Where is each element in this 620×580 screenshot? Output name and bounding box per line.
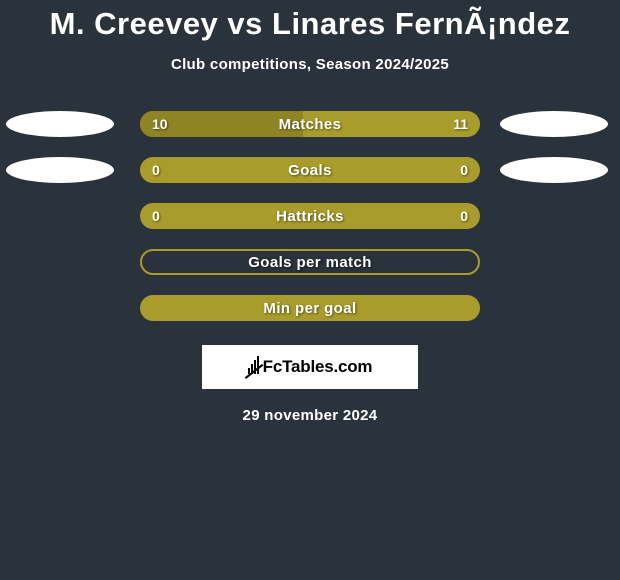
stat-bar: 10 Matches 11 xyxy=(140,111,480,137)
right-marker-oval xyxy=(500,157,608,183)
comparison-infographic: M. Creevey vs Linares FernÃ¡ndez Club co… xyxy=(0,0,620,580)
left-marker-oval xyxy=(6,157,114,183)
brand-chart-icon xyxy=(248,356,259,379)
page-subtitle: Club competitions, Season 2024/2025 xyxy=(171,56,449,73)
stat-label: Goals per match xyxy=(248,254,372,271)
stat-row: Min per goal xyxy=(0,295,620,321)
stat-bar: 0 Hattricks 0 xyxy=(140,203,480,229)
stat-value-left: 10 xyxy=(152,116,168,132)
stat-value-right: 0 xyxy=(460,162,468,178)
stat-bar: Min per goal xyxy=(140,295,480,321)
stat-bar: 0 Goals 0 xyxy=(140,157,480,183)
stat-label: Min per goal xyxy=(263,300,356,317)
stat-value-left: 0 xyxy=(152,162,160,178)
stat-value-right: 0 xyxy=(460,208,468,224)
stat-row: 0 Goals 0 xyxy=(0,157,620,183)
brand-badge: FcTables.com xyxy=(202,345,418,389)
stat-row: Goals per match xyxy=(0,249,620,275)
stat-label: Matches xyxy=(279,116,342,133)
brand-text: FcTables.com xyxy=(263,357,373,377)
stat-label: Hattricks xyxy=(276,208,344,225)
date-label: 29 november 2024 xyxy=(243,407,378,424)
stat-row: 10 Matches 11 xyxy=(0,111,620,137)
stat-rows: 10 Matches 11 0 Goals 0 0 Hattricks 0 Goals per m… xyxy=(0,111,620,321)
stat-label: Goals xyxy=(288,162,332,179)
stat-row: 0 Hattricks 0 xyxy=(0,203,620,229)
stat-value-right: 11 xyxy=(453,116,468,132)
stat-value-left: 0 xyxy=(152,208,160,224)
left-marker-oval xyxy=(6,111,114,137)
right-marker-oval xyxy=(500,111,608,137)
page-title: M. Creevey vs Linares FernÃ¡ndez xyxy=(50,6,571,42)
stat-bar: Goals per match xyxy=(140,249,480,275)
